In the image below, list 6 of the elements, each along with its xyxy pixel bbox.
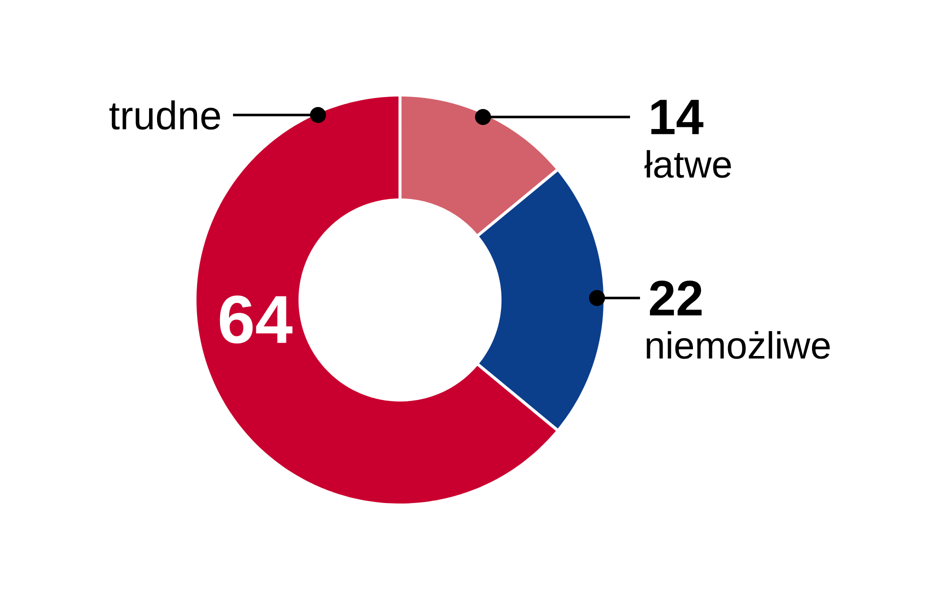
data-label: 14 xyxy=(651,100,704,134)
slice-label: łatwe xyxy=(644,150,731,178)
data-label: 22 xyxy=(650,280,702,316)
slice-label: niemożliwe xyxy=(646,331,830,359)
data-label: 64 xyxy=(220,296,292,344)
slice-label: trudne xyxy=(109,100,220,130)
